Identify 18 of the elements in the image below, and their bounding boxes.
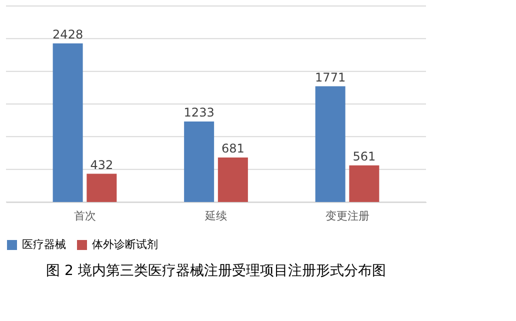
- data-label: 681: [221, 142, 244, 156]
- bar: [184, 121, 214, 202]
- legend-label: 医疗器械: [22, 238, 66, 251]
- data-label: 1771: [315, 70, 346, 84]
- bar: [218, 158, 248, 202]
- x-tick-label: 首次: [74, 210, 96, 222]
- bar: [86, 174, 117, 202]
- legend-label: 体外诊断试剂: [92, 238, 158, 251]
- text: 图 2 境内第三类医疗器械注册受理项目注册形式分布图: [46, 263, 386, 279]
- data-label: 2428: [52, 27, 84, 42]
- bar: [315, 86, 346, 202]
- data-label: 561: [352, 149, 376, 164]
- x-tick-label: 变更注册: [325, 210, 370, 222]
- x-tick-label: 延续: [204, 210, 227, 222]
- bar: [52, 43, 83, 202]
- data-label: 432: [90, 158, 114, 172]
- data-label: 1233: [184, 105, 214, 120]
- bar: [349, 165, 380, 202]
